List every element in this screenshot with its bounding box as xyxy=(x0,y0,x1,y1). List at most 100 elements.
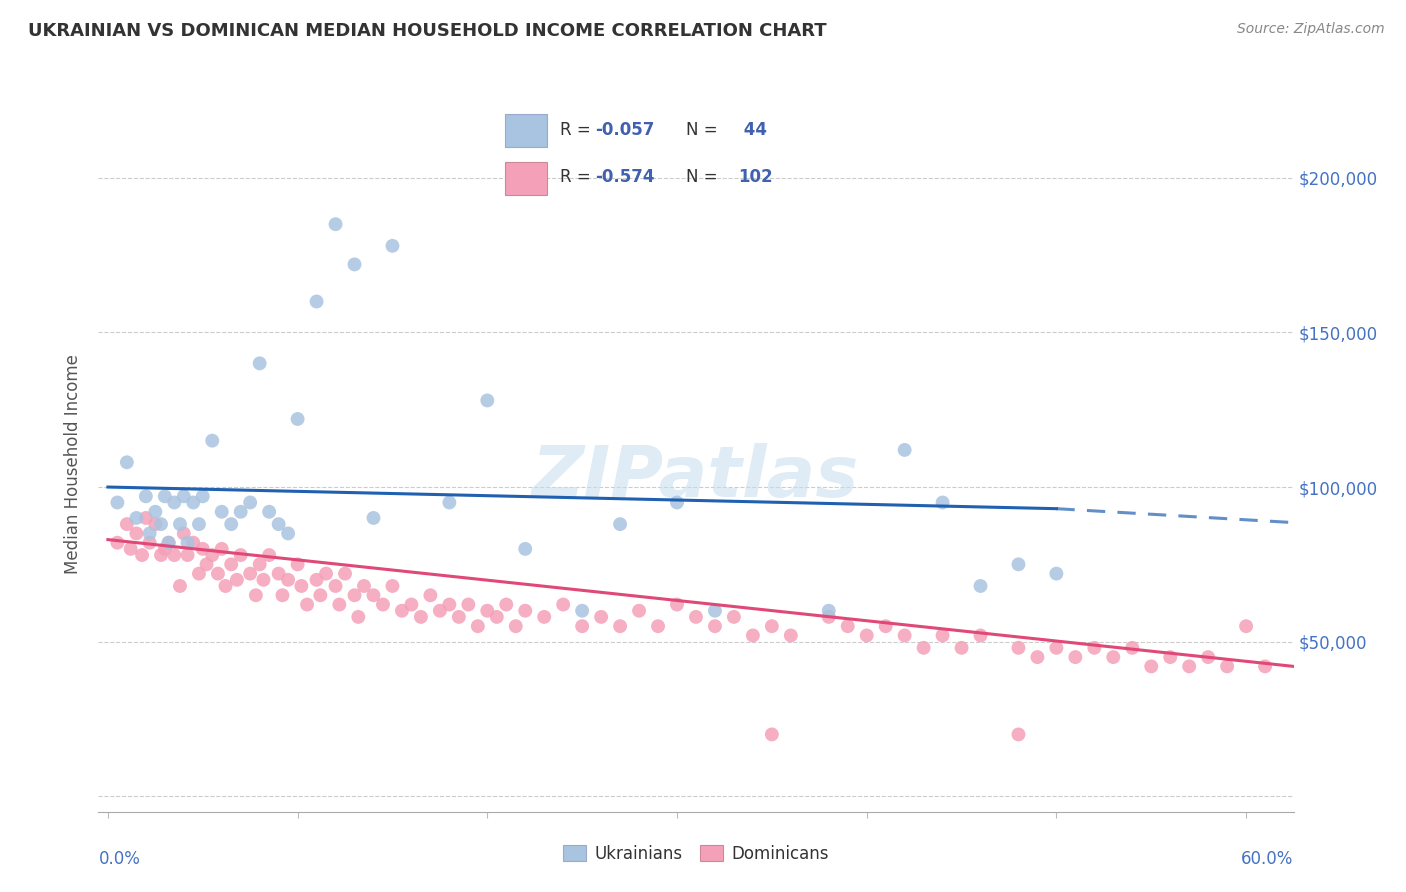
Point xyxy=(125,526,148,541)
Point xyxy=(188,517,211,532)
Point xyxy=(201,548,224,562)
Point xyxy=(1197,650,1219,665)
Bar xyxy=(505,114,547,146)
Point xyxy=(249,356,271,370)
Point xyxy=(169,517,191,532)
Point xyxy=(363,511,385,525)
Point xyxy=(257,548,280,562)
Point xyxy=(173,526,195,541)
Point xyxy=(533,610,555,624)
Text: -0.574: -0.574 xyxy=(596,169,655,186)
Point xyxy=(439,598,461,612)
Point xyxy=(201,434,224,448)
Point xyxy=(931,495,953,509)
Point xyxy=(1216,659,1239,673)
Text: N =: N = xyxy=(686,121,717,139)
Point xyxy=(153,489,176,503)
Point xyxy=(191,489,214,503)
Point xyxy=(912,640,935,655)
Point xyxy=(761,619,783,633)
Text: -0.057: -0.057 xyxy=(596,121,655,139)
Point xyxy=(457,598,479,612)
Point xyxy=(135,489,157,503)
Point xyxy=(467,619,489,633)
Point xyxy=(188,566,211,581)
Point xyxy=(1007,640,1029,655)
Point xyxy=(150,517,173,532)
Point xyxy=(157,535,180,549)
Point xyxy=(1045,640,1067,655)
Point xyxy=(969,628,991,642)
Point xyxy=(211,505,233,519)
Point xyxy=(666,598,689,612)
Point xyxy=(609,517,631,532)
Text: UKRAINIAN VS DOMINICAN MEDIAN HOUSEHOLD INCOME CORRELATION CHART: UKRAINIAN VS DOMINICAN MEDIAN HOUSEHOLD … xyxy=(28,22,827,40)
Point xyxy=(181,535,204,549)
Point xyxy=(169,579,191,593)
Point xyxy=(741,628,763,642)
Point xyxy=(409,610,432,624)
Point xyxy=(211,541,233,556)
Point xyxy=(305,573,328,587)
Point xyxy=(381,579,404,593)
Point xyxy=(271,588,294,602)
Point xyxy=(969,579,991,593)
Point xyxy=(723,610,745,624)
Point xyxy=(477,604,499,618)
Point xyxy=(267,517,290,532)
Point xyxy=(505,619,527,633)
Point xyxy=(173,489,195,503)
Point xyxy=(195,558,218,572)
Point xyxy=(419,588,441,602)
Point xyxy=(252,573,274,587)
Point xyxy=(628,604,651,618)
Point xyxy=(817,604,839,618)
Point xyxy=(239,566,262,581)
Point xyxy=(703,604,725,618)
Point xyxy=(761,727,783,741)
Point xyxy=(219,517,242,532)
Point xyxy=(333,566,356,581)
Point xyxy=(685,610,707,624)
Point xyxy=(515,541,537,556)
Point xyxy=(214,579,236,593)
Point xyxy=(131,548,153,562)
Point xyxy=(287,558,309,572)
Point xyxy=(1026,650,1049,665)
Point xyxy=(157,535,180,549)
Point xyxy=(353,579,375,593)
Point xyxy=(429,604,451,618)
Point xyxy=(893,628,915,642)
Point xyxy=(1178,659,1201,673)
Point xyxy=(1083,640,1105,655)
Point xyxy=(1007,558,1029,572)
Point xyxy=(325,579,347,593)
Bar xyxy=(505,162,547,194)
Point xyxy=(153,541,176,556)
Point xyxy=(115,455,138,469)
Point xyxy=(176,535,198,549)
Point xyxy=(125,511,148,525)
Point xyxy=(391,604,413,618)
Point xyxy=(1254,659,1277,673)
Point xyxy=(225,573,247,587)
Point xyxy=(609,619,631,633)
Point xyxy=(553,598,575,612)
Text: R =: R = xyxy=(560,121,596,139)
Text: 0.0%: 0.0% xyxy=(98,850,141,868)
Point xyxy=(817,610,839,624)
Point xyxy=(591,610,613,624)
Point xyxy=(105,535,128,549)
Point xyxy=(138,535,160,549)
Point xyxy=(295,598,318,612)
Y-axis label: Median Household Income: Median Household Income xyxy=(65,354,83,574)
Point xyxy=(1121,640,1143,655)
Text: Source: ZipAtlas.com: Source: ZipAtlas.com xyxy=(1237,22,1385,37)
Point xyxy=(267,566,290,581)
Point xyxy=(105,495,128,509)
Point xyxy=(163,495,186,509)
Point xyxy=(328,598,350,612)
Point xyxy=(447,610,470,624)
Point xyxy=(439,495,461,509)
Point xyxy=(343,588,366,602)
